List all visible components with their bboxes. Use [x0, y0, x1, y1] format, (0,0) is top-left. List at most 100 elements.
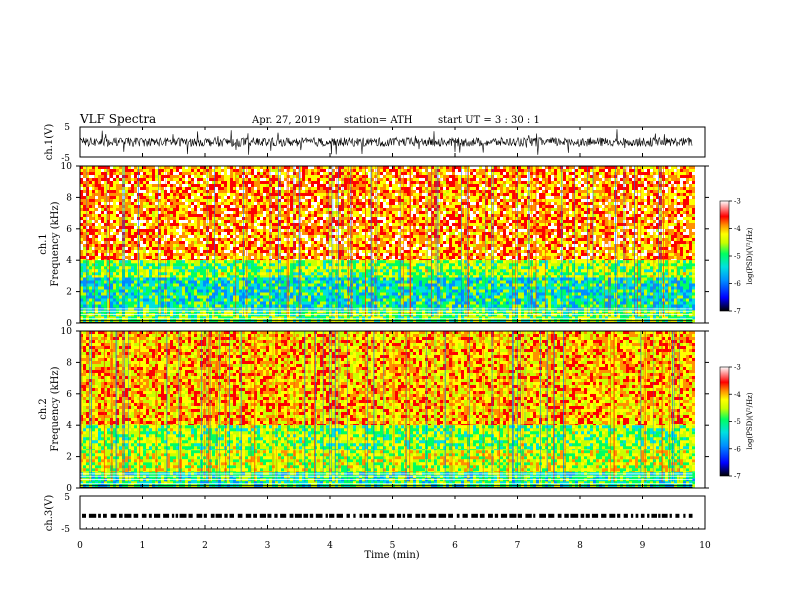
ch1-spectrogram-texture: [80, 277, 695, 311]
ch3-waveform-segment: [371, 513, 377, 518]
ch3-waveform-segment: [661, 513, 668, 518]
xtick-label: 5: [390, 541, 396, 551]
ch1-spectrogram-panel: 10 8 6 4 2 0 ch.1 Frequency (kHz): [38, 162, 709, 329]
ch1-waveform-panel: 5 -5 ch.1(V): [44, 123, 706, 164]
ch3-ytick-neg5: -5: [61, 525, 70, 535]
ch3-waveform-segment: [488, 513, 493, 518]
ch2-spectrogram-texture: [80, 331, 695, 426]
ch3-waveform-segment: [675, 513, 680, 518]
ch1-spectrogram-texture: [83, 310, 695, 323]
ch1-spectrogram-ytick-label: 2: [66, 288, 72, 298]
ch3-waveform-segment: [525, 513, 532, 518]
ch3-waveform-segment: [88, 513, 97, 518]
xtick-label: 0: [77, 541, 83, 551]
ch3-waveform-segment: [658, 513, 661, 518]
ch2-spectrogram-texture: [83, 425, 695, 451]
xtick-label: 2: [202, 541, 208, 551]
date-label: Apr. 27, 2019: [251, 115, 320, 126]
ch3-waveform-ylabel: ch.3(V): [44, 495, 55, 532]
ch2-colorbar-tick-label: -6: [734, 445, 741, 453]
ch2-spectrogram-band-2: [80, 450, 695, 473]
ch3-waveform-segment: [601, 513, 607, 518]
ch3-waveform-segment: [683, 513, 686, 518]
ch2-spectrogram-texture: [80, 331, 695, 426]
ch1-spectrogram-streaks: [86, 166, 678, 317]
ch1-colorbar: -3 -4 -5 -6 -7 log(PSD)(V²/Hz): [719, 198, 754, 316]
ch3-waveform-segment: [517, 513, 522, 518]
ch3-ytick-5: 5: [64, 493, 70, 503]
ch3-waveform-segment: [479, 513, 485, 518]
ch3-waveform-segment: [119, 513, 123, 518]
ch3-waveform-segment: [171, 513, 175, 518]
ch1-colorbar-label: log(PSD)(V²/Hz): [746, 227, 754, 284]
ch3-waveform-segment: [215, 513, 222, 518]
ch1-spectrogram-texture: [80, 310, 692, 323]
ch3-waveform-segment: [396, 513, 402, 518]
ch3-waveform-segment: [548, 513, 555, 518]
ch1-spectrogram-band-3: [80, 310, 695, 323]
xtick-label: 3: [265, 541, 271, 551]
ch3-waveform-segment: [315, 513, 323, 518]
ch2-colorbar-label: log(PSD)(V²/Hz): [746, 392, 754, 449]
ch2-spectrogram-band-0: [80, 331, 695, 426]
ch1-colorbar-tick-label: -7: [734, 308, 741, 316]
ch2-spectrogram-texture: [80, 425, 695, 451]
ch1-spectrogram-ytick-label: 8: [66, 193, 72, 203]
ch3-waveform-segment: [267, 513, 272, 518]
ch3-waveform-segment: [647, 513, 650, 518]
ch2-spectrogram-texture: [80, 331, 695, 426]
ch3-waveform-segment: [363, 513, 369, 518]
ch3-waveform-segment: [141, 513, 147, 518]
ch1-spectrogram-texture: [80, 166, 695, 261]
ch2-colorbar-tick-label: -7: [734, 473, 741, 481]
ch2-spectrogram-ytick-label: 2: [66, 453, 72, 463]
ch3-waveform-segment: [98, 513, 101, 518]
ch3-waveform-segment: [462, 513, 468, 518]
ch3-waveform-segment: [253, 513, 257, 518]
ch3-waveform-segment: [110, 513, 117, 518]
ch3-waveform-frame: [79, 495, 706, 530]
ch1-spectrogram-texture: [83, 166, 695, 261]
ch3-waveform-segment: [415, 513, 421, 518]
ch3-waveform-line: [82, 513, 693, 518]
ch3-waveform-segment: [359, 513, 363, 518]
ch3-waveform-segment: [203, 513, 207, 518]
ch2-spectrogram-texture: [80, 450, 695, 473]
ch3-waveform-segment: [609, 513, 616, 518]
ch2-colorbar-tick-label: -5: [734, 418, 741, 426]
ch3-waveform-segment: [196, 513, 203, 518]
ch1-spectrogram-texture: [80, 310, 695, 323]
ch1-waveform-line: [79, 129, 693, 155]
ch2-spectrogram-texture: [80, 331, 695, 426]
ch3-waveform-segment: [188, 513, 193, 518]
ch3-waveform-segment: [353, 513, 356, 518]
ch2-colorbar-ticks: -3 -4 -5 -6 -7: [729, 364, 741, 481]
ch3-waveform-segment: [570, 513, 579, 518]
ch3-waveform-segment: [428, 513, 437, 518]
ch3-waveform-segment: [688, 513, 693, 518]
ch1-spectrogram-texture: [80, 166, 695, 261]
ch2-colorbar: -3 -4 -5 -6 -7 log(PSD)(V²/Hz): [719, 364, 754, 481]
ch3-waveform-segment: [494, 513, 499, 518]
ch3-waveform-segment: [245, 513, 252, 518]
ch3-waveform-segment: [651, 513, 657, 518]
ch1-colorbar-tick-label: -3: [734, 198, 741, 206]
ch1-spectrogram-lf-lines: [80, 308, 693, 323]
ch2-spectrogram-channel-label: ch.2: [38, 398, 49, 420]
figure-title: VLF Spectra: [79, 112, 156, 126]
ch1-spectrogram-band-2: [80, 277, 695, 311]
ch1-colorbar-scale: [719, 200, 730, 312]
ch3-waveform-segment: [346, 513, 350, 518]
ch2-spectrogram-texture: [80, 425, 695, 451]
ch3-waveform-segment: [500, 513, 508, 518]
xtick-label: 6: [452, 541, 458, 551]
ch3-waveform-segment: [124, 513, 132, 518]
ch3-waveform-segment: [133, 513, 139, 518]
ch1-colorbar-tick-label: -4: [734, 225, 741, 233]
ch1-spectrogram-ytick-label: 0: [66, 319, 72, 329]
ch2-spectrogram-ytick-label: 8: [66, 358, 72, 368]
xtick-label: 7: [515, 541, 521, 551]
ch2-spectrogram-texture: [83, 472, 695, 488]
ch1-spectrogram-ytick-label: 10: [61, 162, 73, 172]
